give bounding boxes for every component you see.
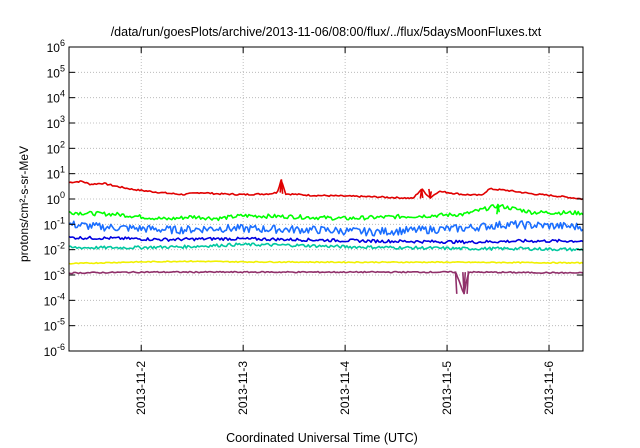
chart-title: /data/run/goesPlots/archive/2013-11-06/0… bbox=[111, 25, 542, 39]
series-line-7 bbox=[68, 270, 584, 295]
y-tick-base: 10 bbox=[44, 320, 58, 334]
y-tick-label: 10-4 bbox=[44, 291, 65, 308]
y-tick-label: 10-6 bbox=[44, 342, 65, 359]
y-tick-base: 10 bbox=[44, 244, 58, 258]
series-spike-7 bbox=[454, 271, 458, 294]
plot-frame bbox=[68, 46, 584, 352]
series-spike-1 bbox=[279, 179, 284, 194]
x-axis-label: Coordinated Universal Time (UTC) bbox=[226, 431, 418, 445]
y-tick-exp: -3 bbox=[57, 266, 65, 276]
y-tick-label: 100 bbox=[47, 190, 65, 207]
y-tick-label: 104 bbox=[47, 89, 65, 106]
series-spike-7 bbox=[466, 270, 470, 294]
x-tick-label: 2013-11-4 bbox=[338, 361, 352, 415]
x-tick-label: 2013-11-3 bbox=[236, 361, 250, 415]
y-tick-label: 101 bbox=[47, 165, 65, 182]
series-line-6 bbox=[68, 260, 584, 265]
series-line-3 bbox=[68, 220, 584, 237]
series-layer bbox=[68, 179, 584, 295]
grid bbox=[69, 47, 583, 351]
y-tick-label: 10-2 bbox=[44, 241, 65, 258]
ticks: 10-610-510-410-310-210-11001011021031041… bbox=[44, 38, 583, 415]
series-line-2 bbox=[68, 203, 584, 222]
y-tick-base: 10 bbox=[47, 117, 61, 131]
x-tick-label: 2013-11-5 bbox=[440, 361, 454, 415]
y-tick-exp: 5 bbox=[60, 63, 65, 73]
series-line-1 bbox=[68, 179, 584, 201]
series-spike-1 bbox=[419, 188, 424, 199]
y-tick-exp: -6 bbox=[57, 342, 65, 352]
y-tick-exp: -1 bbox=[57, 215, 65, 225]
series-line-5 bbox=[68, 242, 584, 252]
x-tick-label: 2013-11-6 bbox=[542, 361, 556, 415]
y-tick-label: 105 bbox=[47, 63, 65, 80]
y-tick-label: 106 bbox=[47, 38, 65, 55]
x-tick-label: 2013-11-2 bbox=[134, 361, 148, 415]
y-tick-label: 10-1 bbox=[44, 215, 65, 232]
y-tick-label: 102 bbox=[47, 139, 65, 156]
y-tick-base: 10 bbox=[44, 269, 58, 283]
y-tick-base: 10 bbox=[47, 92, 61, 106]
y-tick-label: 10-3 bbox=[44, 266, 65, 283]
y-tick-base: 10 bbox=[44, 294, 58, 308]
y-tick-exp: 1 bbox=[60, 165, 65, 175]
y-tick-base: 10 bbox=[44, 345, 58, 359]
y-tick-exp: 3 bbox=[60, 114, 65, 124]
series-line-4 bbox=[68, 235, 584, 245]
series-spike-1 bbox=[428, 188, 433, 199]
y-tick-base: 10 bbox=[47, 66, 61, 80]
y-tick-base: 10 bbox=[47, 168, 61, 182]
y-tick-exp: 0 bbox=[60, 190, 65, 200]
y-tick-base: 10 bbox=[44, 218, 58, 232]
y-tick-exp: -5 bbox=[57, 317, 65, 327]
y-tick-exp: 6 bbox=[60, 38, 65, 48]
y-tick-base: 10 bbox=[47, 142, 61, 156]
y-axis-label: protons/cm²-s-sr-MeV bbox=[17, 146, 31, 262]
y-tick-label: 103 bbox=[47, 114, 65, 131]
series-spike-7 bbox=[462, 272, 467, 294]
y-tick-exp: -4 bbox=[57, 291, 65, 301]
y-tick-exp: -2 bbox=[57, 241, 65, 251]
series-spike-2 bbox=[496, 205, 501, 215]
y-tick-label: 10-5 bbox=[44, 317, 65, 334]
y-tick-base: 10 bbox=[47, 41, 61, 55]
y-tick-exp: 4 bbox=[60, 89, 65, 99]
y-tick-exp: 2 bbox=[60, 139, 65, 149]
y-tick-base: 10 bbox=[47, 193, 61, 207]
